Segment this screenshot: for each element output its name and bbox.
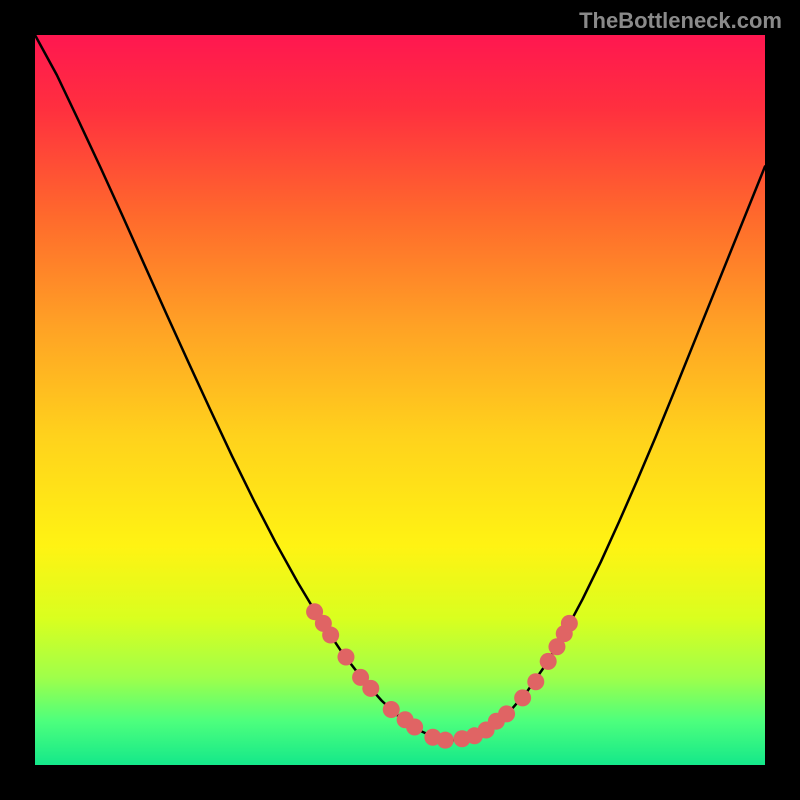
data-marker	[514, 689, 531, 706]
chart-container: TheBottleneck.com	[0, 0, 800, 800]
data-marker	[527, 673, 544, 690]
data-marker	[561, 615, 578, 632]
data-marker	[362, 680, 379, 697]
data-marker	[322, 627, 339, 644]
data-marker	[437, 732, 454, 749]
data-marker	[383, 701, 400, 718]
chart-svg	[35, 35, 765, 765]
data-marker	[406, 719, 423, 736]
plot-area	[35, 35, 765, 765]
data-marker	[498, 705, 515, 722]
data-marker	[337, 648, 354, 665]
gradient-background	[35, 35, 765, 765]
watermark-text: TheBottleneck.com	[579, 8, 782, 34]
data-marker	[540, 653, 557, 670]
